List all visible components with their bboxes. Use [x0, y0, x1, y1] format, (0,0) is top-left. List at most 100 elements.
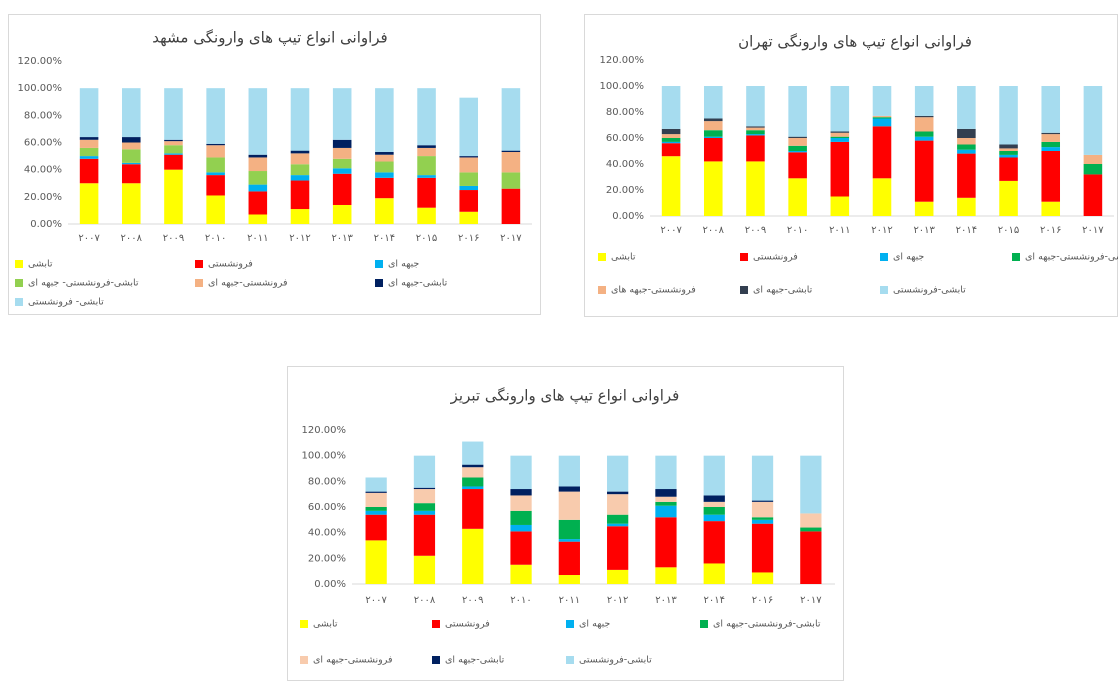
y-tick-label: 60.00%	[606, 133, 644, 144]
bar-segment	[164, 141, 183, 146]
bar-segment	[746, 86, 765, 127]
bar-segment	[121, 183, 141, 224]
bar-segment	[365, 514, 387, 541]
bar-segment	[830, 131, 850, 133]
bar-segment	[290, 153, 310, 165]
bar-segment	[607, 514, 629, 524]
bar-segment	[290, 209, 310, 224]
x-tick-label: ۲۰۱۶	[752, 595, 773, 606]
y-tick-label: 40.00%	[24, 165, 62, 176]
bar-segment	[164, 154, 183, 170]
y-tick-label: 20.00%	[606, 185, 644, 196]
legend-swatch	[880, 286, 888, 294]
bar-segment	[290, 175, 310, 181]
x-tick-label: ۲۰۱۵	[416, 233, 437, 244]
bar-segment	[800, 531, 822, 584]
bar-segment	[830, 136, 850, 138]
bar-segment	[1041, 141, 1061, 148]
x-tick-label: ۲۰۰۹	[163, 233, 184, 244]
bar-segment	[914, 131, 934, 137]
bar-segment	[703, 138, 723, 162]
bar-segment	[248, 184, 268, 192]
legend-label: فرونشستی	[753, 252, 798, 263]
y-tick-label: 20.00%	[24, 192, 62, 203]
bar-segment	[800, 513, 822, 528]
legend-swatch	[740, 253, 748, 261]
bar-segment	[1041, 86, 1061, 133]
bar-segment	[830, 196, 850, 216]
bar-segment	[661, 141, 681, 144]
bar-segment	[164, 153, 183, 155]
legend-label: فرونشستی-جبهه ای	[313, 655, 392, 666]
bar-segment	[375, 172, 394, 178]
bar-segment	[413, 503, 436, 511]
bar-segment	[459, 185, 479, 191]
bar-segment	[661, 143, 681, 157]
legend-swatch	[432, 620, 440, 628]
y-tick-label: 120.00%	[302, 425, 347, 436]
bar-segment	[655, 505, 677, 518]
legend-label: تابشی-جبهه ای	[753, 285, 813, 296]
bar-segment	[459, 190, 479, 212]
bar-segment	[79, 139, 99, 148]
bar-segment	[655, 517, 677, 568]
legend-swatch	[15, 260, 23, 268]
bar-segment	[1083, 154, 1103, 164]
bar-segment	[957, 197, 976, 216]
bar-segment	[510, 564, 532, 584]
bar-segment	[79, 158, 99, 184]
bar-segment	[607, 455, 629, 492]
x-tick-label: ۲۰۰۷	[78, 233, 100, 244]
y-tick-label: 20.00%	[308, 553, 346, 564]
bar-segment	[365, 491, 387, 493]
legend-swatch	[300, 656, 308, 664]
bar-segment	[121, 149, 141, 163]
bar-segment	[462, 464, 484, 468]
bar-segment	[332, 139, 352, 148]
bar-segment	[957, 86, 976, 129]
legend-label: تابشی-جبهه ای	[388, 278, 448, 289]
legend-label: تابشی	[28, 259, 53, 270]
bar-segment	[914, 115, 934, 118]
legend-label: فرونشستی	[208, 259, 253, 270]
legend-swatch	[700, 620, 708, 628]
chart-title: فراوانی انواع تیپ های وارونگی تهران	[738, 33, 972, 52]
bar-segment	[290, 180, 310, 210]
bar-segment	[999, 154, 1018, 158]
bar-segment	[413, 555, 436, 584]
bar-segment	[703, 514, 725, 522]
legend-label: جبهه ای	[388, 259, 419, 270]
bar-segment	[872, 178, 892, 216]
bar-segment	[746, 135, 765, 162]
bar-segment	[459, 172, 479, 186]
bar-segment	[746, 130, 765, 135]
bar-segment	[703, 501, 725, 507]
x-tick-label: ۲۰۰۸	[121, 233, 143, 244]
bar-segment	[788, 136, 807, 138]
bar-segment	[1083, 164, 1103, 175]
bar-segment	[510, 495, 532, 511]
bar-segment	[462, 528, 484, 584]
bar-segment	[417, 177, 436, 208]
bar-segment	[800, 527, 822, 532]
bar-segment	[375, 161, 394, 173]
bar-segment	[417, 145, 436, 148]
x-tick-label: ۲۰۱۷	[1082, 225, 1104, 236]
bar-segment	[558, 539, 580, 542]
legend-swatch	[880, 253, 888, 261]
bar-segment	[703, 521, 725, 564]
legend-label: جبهه ای	[893, 252, 924, 263]
bar-segment	[703, 86, 723, 119]
x-tick-label: ۲۰۱۱	[247, 233, 268, 244]
x-tick-label: ۲۰۱۲	[871, 225, 892, 236]
x-tick-label: ۲۰۱۴	[956, 225, 977, 236]
y-tick-label: 60.00%	[24, 138, 62, 149]
bar-segment	[830, 132, 850, 137]
x-tick-label: ۲۰۱۵	[998, 225, 1019, 236]
y-tick-label: 0.00%	[612, 211, 644, 222]
legend-label: فرونشستی	[445, 619, 490, 630]
bar-segment	[607, 526, 629, 570]
bar-segment	[1041, 132, 1061, 135]
y-tick-label: 60.00%	[308, 502, 346, 513]
